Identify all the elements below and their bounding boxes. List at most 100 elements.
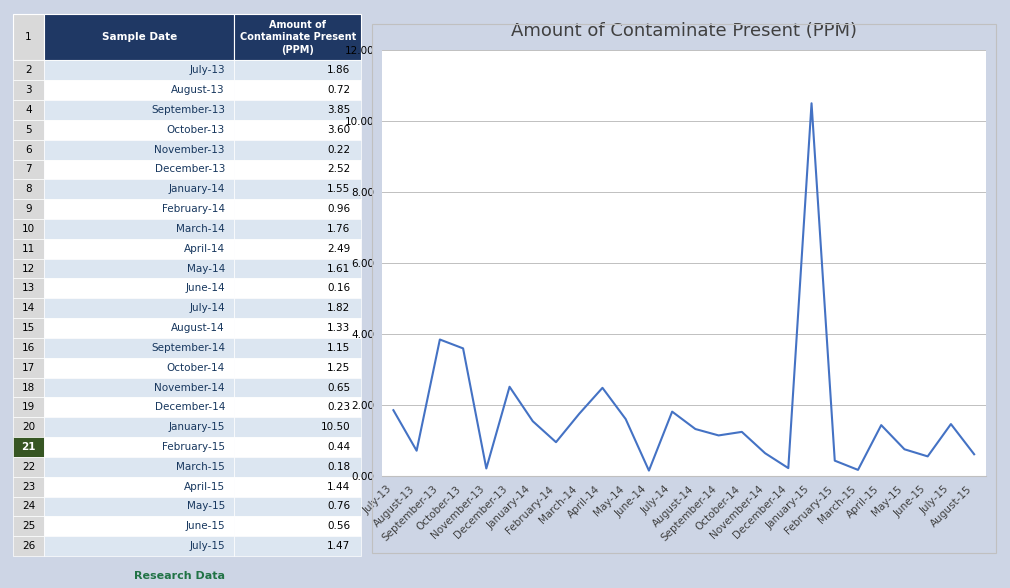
Bar [13,61,44,80]
Text: 22: 22 [22,462,35,472]
Bar [44,358,234,377]
Bar [13,120,44,140]
Bar [13,457,44,477]
Bar [44,199,234,219]
Text: 5: 5 [25,125,32,135]
Bar [13,437,44,457]
Bar [234,259,362,279]
Bar [234,61,362,80]
Text: 14: 14 [22,303,35,313]
Text: August-14: August-14 [172,323,225,333]
Bar [44,338,234,358]
Text: December-13: December-13 [155,165,225,175]
Text: 12: 12 [22,263,35,273]
Text: 1.44: 1.44 [327,482,350,492]
Bar [234,140,362,159]
Text: June-15: June-15 [185,522,225,532]
Bar [13,80,44,100]
Text: 3.85: 3.85 [327,105,350,115]
Text: September-13: September-13 [150,105,225,115]
Bar [44,179,234,199]
Bar [44,14,234,61]
Bar [13,199,44,219]
Text: 8: 8 [25,184,32,194]
Bar [234,279,362,298]
Text: September-14: September-14 [150,343,225,353]
Bar [234,199,362,219]
Text: Sample Date: Sample Date [102,32,177,42]
Text: 16: 16 [22,343,35,353]
Text: February-15: February-15 [162,442,225,452]
Bar [234,358,362,377]
Text: April-15: April-15 [184,482,225,492]
Text: 0.96: 0.96 [327,204,350,214]
Text: 0.18: 0.18 [327,462,350,472]
Bar [44,159,234,179]
Text: 0.44: 0.44 [327,442,350,452]
Bar [13,477,44,496]
Text: 1.47: 1.47 [327,541,350,551]
Bar [13,219,44,239]
Text: Research Data: Research Data [133,570,225,581]
Bar [44,239,234,259]
Bar [44,417,234,437]
Text: December-14: December-14 [155,402,225,412]
Text: 1: 1 [25,32,32,42]
Bar [234,377,362,397]
Text: 17: 17 [22,363,35,373]
Text: 9: 9 [25,204,32,214]
Text: 21: 21 [21,442,35,452]
Text: April-14: April-14 [184,244,225,254]
Text: 2: 2 [25,65,32,75]
Bar [13,298,44,318]
Bar [13,377,44,397]
Bar [44,377,234,397]
Text: March-15: March-15 [176,462,225,472]
Bar [234,536,362,556]
Bar [13,239,44,259]
Bar [13,179,44,199]
Text: 3.60: 3.60 [327,125,350,135]
Bar [234,219,362,239]
Bar [13,140,44,159]
Title: Amount of Contaminate Present (PPM): Amount of Contaminate Present (PPM) [511,22,856,40]
Bar [234,80,362,100]
Bar [234,457,362,477]
Bar [234,239,362,259]
Text: August-13: August-13 [172,85,225,95]
Text: January-15: January-15 [169,422,225,432]
Text: 13: 13 [22,283,35,293]
Bar [44,318,234,338]
Text: 19: 19 [22,402,35,412]
Bar [13,259,44,279]
Bar [13,318,44,338]
Text: 11: 11 [22,244,35,254]
Text: 0.65: 0.65 [327,383,350,393]
Bar [234,318,362,338]
Text: June-14: June-14 [185,283,225,293]
Bar [234,338,362,358]
Text: 25: 25 [22,522,35,532]
Text: January-14: January-14 [169,184,225,194]
Bar [234,516,362,536]
Text: 18: 18 [22,383,35,393]
Bar [13,338,44,358]
Bar [44,219,234,239]
Text: 1.33: 1.33 [327,323,350,333]
Text: 0.22: 0.22 [327,145,350,155]
Text: 6: 6 [25,145,32,155]
Text: July-14: July-14 [189,303,225,313]
Bar [13,516,44,536]
Text: March-14: March-14 [176,224,225,234]
Text: 4: 4 [25,105,32,115]
Bar [234,417,362,437]
Bar [44,536,234,556]
Text: 1.55: 1.55 [327,184,350,194]
Bar [234,298,362,318]
Bar [234,437,362,457]
Bar [44,61,234,80]
Text: 2.52: 2.52 [327,165,350,175]
Text: 26: 26 [22,541,35,551]
Text: 0.23: 0.23 [327,402,350,412]
Text: October-14: October-14 [167,363,225,373]
